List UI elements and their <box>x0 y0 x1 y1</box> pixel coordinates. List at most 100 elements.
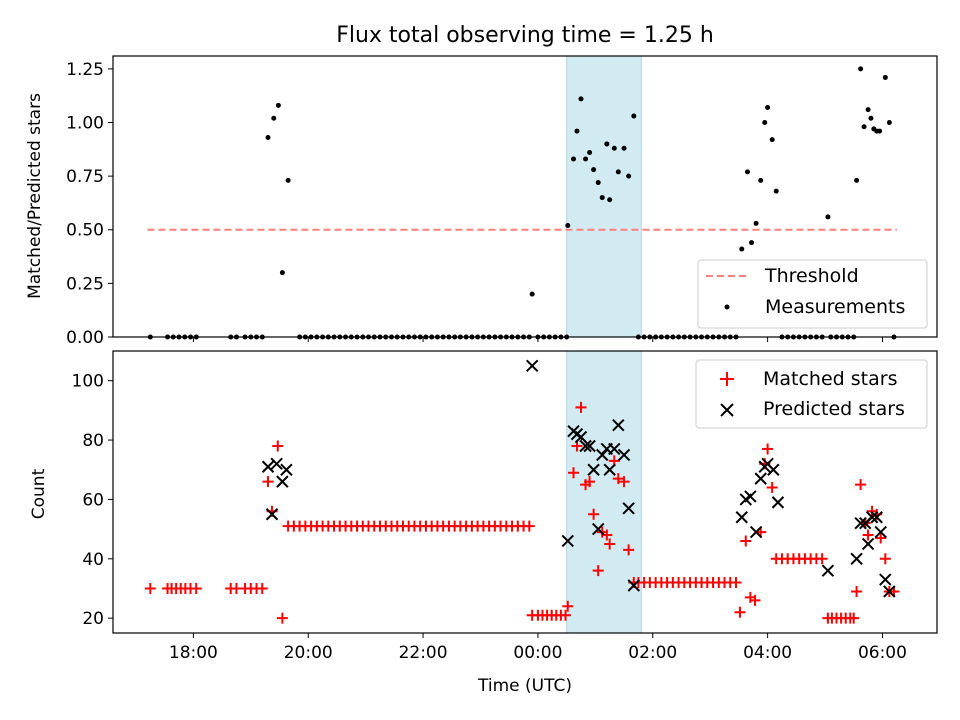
measurement-point <box>868 115 874 121</box>
predicted-star-point <box>622 502 635 515</box>
measurement-point <box>515 334 521 340</box>
matched-star-point <box>256 582 268 594</box>
predicted-star-point <box>883 585 896 598</box>
measurement-point <box>480 334 486 340</box>
measurement-point <box>796 334 802 340</box>
measurement-point <box>314 334 320 340</box>
predicted-star-point <box>603 463 616 476</box>
x-tick-label: 20:00 <box>284 643 333 663</box>
legend-threshold-label: Threshold <box>764 265 859 287</box>
measurement-point <box>693 334 699 340</box>
bottom-y-axis-label: Count <box>29 468 49 519</box>
bottom-y-tick-label: 60 <box>82 490 104 510</box>
matched-star-point <box>766 482 778 494</box>
measurement-point <box>854 177 860 183</box>
measurement-point <box>599 195 605 201</box>
measurement-point <box>587 150 593 156</box>
measurement-point <box>658 334 664 340</box>
x-tick-label: 04:00 <box>743 643 792 663</box>
measurement-point <box>529 291 535 297</box>
measurement-point <box>331 334 337 340</box>
x-tick-label: 18:00 <box>169 643 218 663</box>
predicted-star-point <box>854 516 867 530</box>
predicted-star-point <box>627 579 641 592</box>
measurement-point <box>475 334 481 340</box>
measurement-point <box>233 334 239 340</box>
measurement-point <box>388 334 394 340</box>
matched-star-point <box>190 582 202 594</box>
measurement-point <box>753 220 759 226</box>
matched-star-point <box>612 473 624 485</box>
measurement-point <box>552 334 558 340</box>
predicted-star-point <box>583 439 596 453</box>
measurement-point <box>271 115 277 121</box>
top-legend-box <box>697 259 928 329</box>
measurement-point <box>259 334 265 340</box>
matched-star-point <box>604 538 616 550</box>
predicted-star-point <box>270 457 283 471</box>
top-y-tick-label: 1.25 <box>66 60 104 80</box>
matched-star-point <box>855 479 867 491</box>
predicted-star-point <box>617 448 631 462</box>
measurement-point <box>546 334 552 340</box>
measurement-point <box>360 334 366 340</box>
matched-star-point <box>862 529 874 541</box>
chart-title: Flux total observing time = 1.25 h <box>336 23 714 48</box>
measurement-point <box>813 334 819 340</box>
measurement-point <box>749 240 755 246</box>
matched-star-point <box>848 612 860 624</box>
measurement-point <box>564 334 570 340</box>
predicted-star-point <box>561 534 574 548</box>
measurement-point <box>808 334 814 340</box>
measurement-point <box>676 334 682 340</box>
bottom-y-tick-label: 20 <box>82 609 104 629</box>
top-y-tick-label: 0.50 <box>66 221 104 241</box>
measurement-point <box>394 334 400 340</box>
matched-star-point <box>879 553 891 565</box>
matched-star-point <box>592 565 604 577</box>
measurement-point <box>769 137 775 143</box>
measurement-point <box>188 334 194 340</box>
measurement-point <box>710 334 716 340</box>
measurement-point <box>733 334 739 340</box>
bottom-plot-content: 20 40 60 80 100 18:00 20:00 22:00 00:00 02:00 04:0… <box>72 350 938 663</box>
matched-star-point <box>730 577 742 589</box>
measurement-point <box>182 334 188 340</box>
measurement-point <box>858 66 864 72</box>
measurement-point <box>434 334 440 340</box>
measurement-point <box>279 270 285 276</box>
measurement-point <box>308 334 314 340</box>
measurement-point <box>417 334 423 340</box>
bottom-y-tick-label: 80 <box>82 431 104 451</box>
measurement-point <box>147 334 153 340</box>
measurement-point <box>541 334 547 340</box>
measurement-point <box>248 334 254 340</box>
measurement-point <box>851 334 857 340</box>
measurement-point <box>297 334 303 340</box>
matched-star-point <box>588 508 600 520</box>
bottom-y-tick-label: 40 <box>82 550 104 570</box>
measurement-point <box>727 334 733 340</box>
predicted-star-point <box>280 463 293 476</box>
measurement-point <box>886 119 892 125</box>
matched-star-point <box>749 594 761 606</box>
measurement-point <box>254 334 260 340</box>
measurement-point <box>486 334 492 340</box>
measurement-point <box>773 188 779 194</box>
measurement-point <box>722 334 728 340</box>
predicted-star-point <box>587 463 600 476</box>
bottom-y-tick-label: 100 <box>72 372 104 392</box>
measurement-point <box>785 334 791 340</box>
measurement-point <box>429 334 435 340</box>
predicted-star-point <box>865 511 879 524</box>
matched-star-point <box>272 440 284 452</box>
measurement-point <box>790 334 796 340</box>
predicted-star-point <box>874 525 887 539</box>
measurement-point <box>716 334 722 340</box>
measurement-point <box>615 169 621 175</box>
measurement-point <box>834 334 840 340</box>
measurement-point <box>653 334 659 340</box>
top-y-tick-label: 0.75 <box>66 167 104 187</box>
predicted-star-point <box>265 508 279 521</box>
